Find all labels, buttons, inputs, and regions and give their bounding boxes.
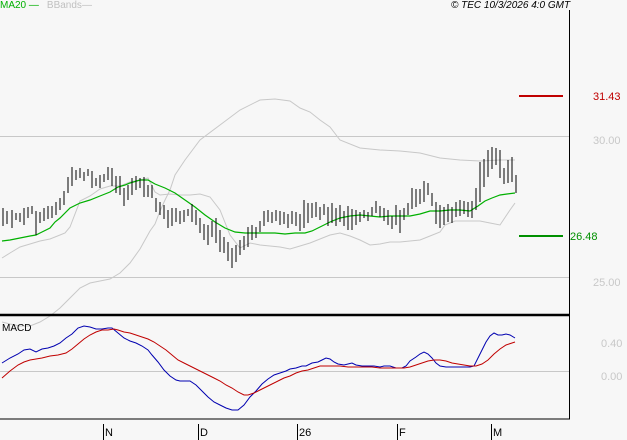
- macd-line: [1, 325, 516, 411]
- x-label-feb: F: [399, 427, 406, 439]
- macd-label-000: 0.00: [601, 371, 623, 383]
- x-label-2026: 26: [299, 427, 312, 439]
- chart-legend: MA20 — BBands—: [0, 0, 92, 12]
- copyright-timestamp: © TEC 10/3/2026 4:0 GMT: [451, 0, 571, 11]
- x-label-dec: D: [200, 427, 208, 439]
- ma20-line: [1, 179, 516, 242]
- bbands-lower: [1, 98, 515, 327]
- x-label-mar: M: [493, 427, 503, 439]
- price-label-25: 25.00: [593, 277, 621, 289]
- bbands-upper: [1, 177, 516, 259]
- price-bars: [2, 147, 517, 268]
- legend-bbands: BBands—: [46, 0, 92, 11]
- time-axis-ticks: [103, 424, 492, 440]
- resistance-label: 31.43: [593, 91, 621, 103]
- price-label-30: 30.00: [593, 135, 621, 147]
- macd-label-040: 0.40: [601, 338, 623, 350]
- signal-line: [1, 328, 516, 396]
- x-label-nov: N: [105, 427, 113, 439]
- macd-panel-title: MACD: [2, 323, 32, 334]
- support-label: 26.48: [570, 231, 598, 243]
- legend-ma20: MA20 —: [0, 0, 39, 11]
